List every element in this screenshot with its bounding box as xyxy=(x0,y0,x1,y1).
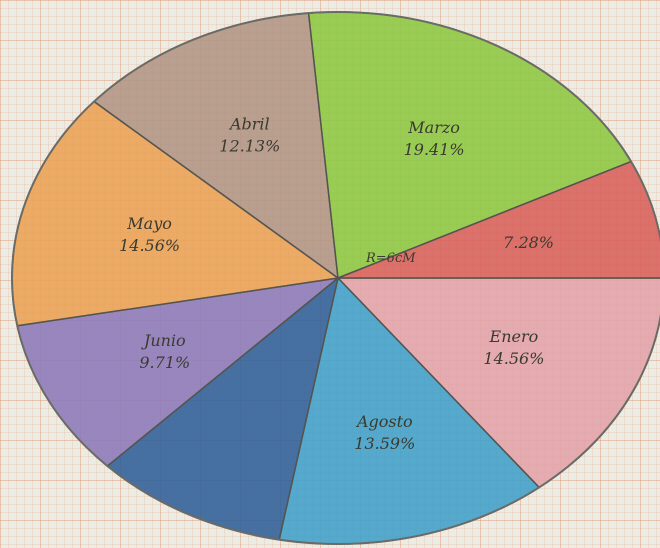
slice-name-label: Mayo xyxy=(126,214,172,233)
slice-percent-label: 19.41% xyxy=(404,140,465,159)
slice-name-label: Agosto xyxy=(355,412,413,431)
slice-name-label: Junio xyxy=(141,331,186,350)
slice-percent-label: 14.56% xyxy=(483,349,544,368)
radius-label: R=6cM xyxy=(365,251,416,266)
slice-percent-label: 9.71% xyxy=(139,353,190,372)
slice-name-label: Enero xyxy=(489,327,539,346)
slice-name-label: Abril xyxy=(228,115,270,134)
slice-percent-label: 14.56% xyxy=(119,236,180,255)
pie-slices xyxy=(11,11,660,545)
pie-labels: Enero 14.56% Agosto 13.59% Junio 9.71% Mayo 14.… xyxy=(119,115,554,453)
slice-name-label: Marzo xyxy=(407,118,460,137)
pie-outline xyxy=(11,11,660,545)
slice-percent-label: 7.28% xyxy=(503,233,554,252)
slice-percent-label: 13.59% xyxy=(354,434,415,453)
slice-percent-label: 12.13% xyxy=(219,137,280,156)
